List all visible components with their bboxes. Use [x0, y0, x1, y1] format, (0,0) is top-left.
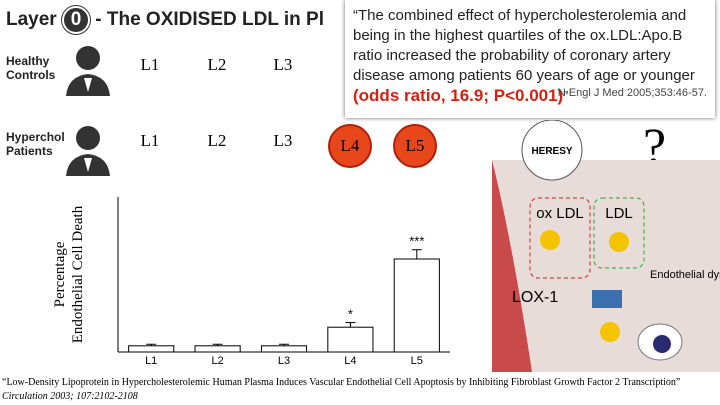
level-label: L1	[140, 131, 160, 150]
ldl-label: LDL	[605, 205, 633, 222]
figure: HERESY ox LDL LDL LOX-1 Endothelial dysf…	[492, 120, 720, 372]
bar	[393, 258, 440, 353]
citation: N Engl J Med 2005;353:46-57.	[557, 87, 707, 99]
level-label: L3	[273, 131, 293, 150]
seal-label: HERESY	[531, 146, 572, 157]
footnote-journal: Circulation 2003; 107:2102-2108	[2, 391, 138, 402]
bar	[194, 345, 241, 353]
x-tick-label: L2	[211, 355, 223, 367]
footnote: “Low-Density Lipoprotein in Hypercholest…	[2, 376, 680, 404]
x-tick-label: L5	[411, 355, 423, 367]
x-tick-label: L3	[278, 355, 290, 367]
y-axis-label: Endothelial Cell Death	[70, 205, 86, 343]
significance: ***	[409, 234, 424, 249]
title: Layer 0 - The OXIDISED LDL in Pl	[6, 6, 324, 34]
level-label: L4	[328, 124, 372, 168]
chart: Percentage Endothelial Cell Death L1 L2 L3 L4…	[50, 180, 490, 370]
level-label: L2	[207, 131, 227, 150]
bar	[260, 345, 308, 353]
bar	[327, 326, 374, 353]
quote-box: “The combined effect of hypercholesterol…	[345, 0, 715, 118]
seal	[521, 120, 583, 181]
effect-label: Endothelial dysfunction	[650, 269, 720, 281]
receptor-label: LOX-1	[512, 289, 558, 306]
x-tick-label: L1	[145, 355, 157, 367]
bar	[128, 345, 175, 353]
y-axis-label: Percentage	[52, 241, 68, 307]
significance: *	[348, 307, 353, 322]
x-tick-label: L4	[344, 355, 356, 367]
title-prefix: Layer	[6, 9, 57, 30]
quote-text: “The combined effect of hypercholesterol…	[353, 7, 695, 84]
group-label: Healthy Controls	[6, 54, 56, 82]
footnote-title: “Low-Density Lipoprotein in Hypercholest…	[2, 377, 681, 388]
layer-badge: 0	[61, 6, 90, 34]
level-label: L1	[140, 55, 160, 74]
quote-highlight: (odds ratio, 16.9; P<0.001)	[353, 86, 564, 105]
icons	[66, 46, 110, 176]
vessel	[492, 160, 532, 372]
title-rest: - The OXIDISED LDL in Pl	[95, 9, 324, 30]
level-label: L5	[393, 124, 437, 168]
ox-ldl-label: ox LDL	[536, 205, 584, 222]
group-label: Hyperchol Patients	[6, 130, 65, 158]
level-label: L3	[273, 55, 293, 74]
quote-close: ”	[563, 88, 569, 105]
level-label: L2	[207, 55, 227, 74]
